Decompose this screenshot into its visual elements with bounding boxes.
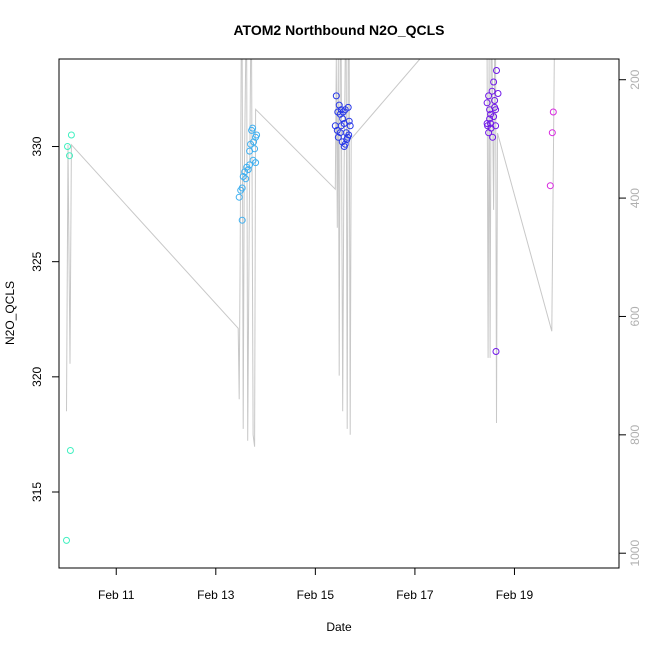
data-point xyxy=(335,101,343,109)
data-point xyxy=(343,136,351,144)
data-point xyxy=(549,108,557,116)
y-axis-label: N2O_QCLS xyxy=(3,281,17,345)
data-point xyxy=(490,78,498,86)
y-right-tick-label: 1000 xyxy=(628,540,642,567)
data-point xyxy=(483,120,491,127)
data-point xyxy=(243,163,251,171)
x-tick-label: Feb 19 xyxy=(496,588,534,602)
data-point xyxy=(546,182,554,190)
data-point xyxy=(344,103,352,111)
pressure-trace-line xyxy=(66,59,555,447)
data-point xyxy=(339,115,347,123)
plot-frame xyxy=(58,58,620,569)
y-tick-label: 320 xyxy=(30,367,44,387)
data-point xyxy=(489,133,497,141)
data-point xyxy=(246,147,254,155)
data-point xyxy=(345,131,353,139)
data-point xyxy=(494,90,502,97)
data-point xyxy=(332,92,340,100)
data-point xyxy=(487,110,495,118)
chart-title: ATOM2 Northbound N2O_QCLS xyxy=(233,22,444,38)
data-point xyxy=(235,193,243,201)
data-point xyxy=(483,99,491,107)
data-point xyxy=(67,131,75,139)
data-point xyxy=(249,124,257,132)
data-point xyxy=(336,129,344,137)
x-tick-label: Feb 11 xyxy=(98,588,135,602)
data-point xyxy=(66,447,74,454)
data-point xyxy=(341,140,349,148)
y-right-tick-label: 800 xyxy=(628,424,642,444)
y-axis-right: 200 400 600 800 1000 xyxy=(619,69,642,567)
data-point xyxy=(253,131,261,139)
data-point xyxy=(492,348,500,355)
x-axis: Feb 11 Feb 13 Feb 15 Feb 17 Feb 19 xyxy=(98,568,533,602)
data-point xyxy=(488,87,496,95)
data-point xyxy=(491,103,499,111)
data-point xyxy=(238,184,246,192)
y-right-tick-label: 600 xyxy=(628,306,642,326)
data-point xyxy=(493,67,500,74)
y-axis: 315 320 325 330 xyxy=(30,136,59,502)
y-tick-label: 330 xyxy=(30,136,44,156)
data-point xyxy=(331,122,339,130)
data-point xyxy=(491,97,499,104)
data-point xyxy=(238,216,246,224)
y-right-tick-label: 400 xyxy=(628,188,642,208)
data-point xyxy=(345,117,353,125)
data-point xyxy=(250,138,258,146)
data-point xyxy=(63,536,70,544)
data-point xyxy=(241,168,249,176)
data-point xyxy=(252,159,260,167)
x-tick-label: Feb 13 xyxy=(197,588,235,602)
data-point xyxy=(64,143,71,150)
data-points-layer xyxy=(63,67,557,544)
y-tick-label: 325 xyxy=(30,251,44,271)
x-tick-label: Feb 17 xyxy=(396,588,434,602)
data-point xyxy=(346,122,354,130)
data-point xyxy=(492,122,500,130)
x-tick-label: Feb 15 xyxy=(297,588,335,602)
data-point xyxy=(485,92,493,100)
pressure-trace-layer xyxy=(66,59,555,447)
y-right-tick-label: 200 xyxy=(628,69,642,89)
data-point xyxy=(337,106,345,114)
data-point xyxy=(334,133,342,141)
data-point xyxy=(339,108,347,116)
data-point xyxy=(66,152,73,160)
x-axis-label: Date xyxy=(326,620,352,634)
data-point xyxy=(548,129,556,137)
y-tick-label: 315 xyxy=(30,482,44,502)
data-point xyxy=(242,175,250,183)
